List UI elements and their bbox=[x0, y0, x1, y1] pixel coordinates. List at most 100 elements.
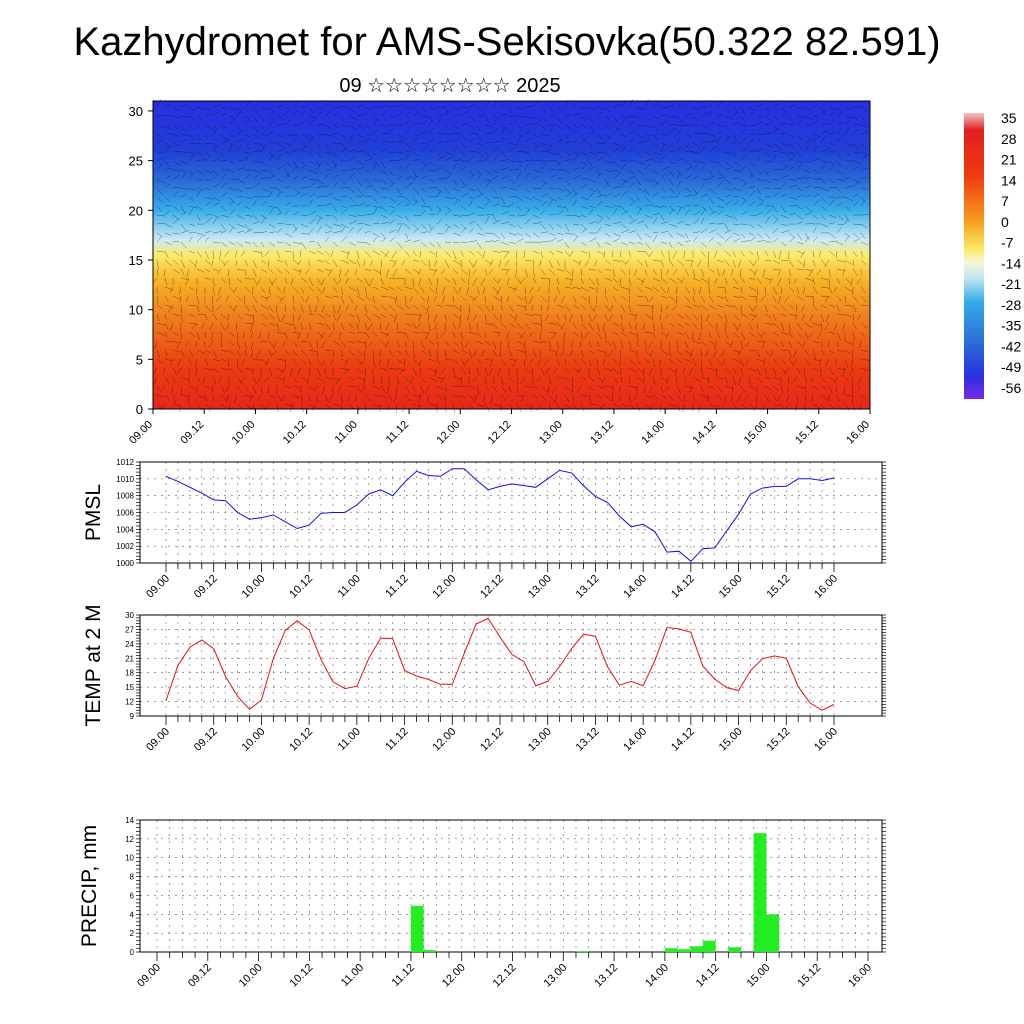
panel-x-tick-label: 11.12 bbox=[390, 962, 417, 989]
panel-y-tick-label: 24 bbox=[125, 640, 134, 649]
precip-bar bbox=[576, 951, 589, 952]
colorbar-label: -35 bbox=[1001, 318, 1021, 334]
precip-bar bbox=[423, 950, 437, 952]
colorbar-label: 0 bbox=[1001, 214, 1009, 230]
panel-y-tick-label: 12 bbox=[125, 698, 134, 707]
panel-grid bbox=[140, 461, 882, 564]
section-x-tick-label: 12.00 bbox=[434, 419, 462, 447]
section-y-tick-label: 25 bbox=[129, 154, 143, 169]
panel-x-tick-label: 13.12 bbox=[592, 962, 620, 990]
precip-bar bbox=[766, 914, 780, 952]
panel-x-tick-label: 10.12 bbox=[288, 962, 316, 990]
panel-y-tick-label: 1012 bbox=[116, 458, 134, 467]
panel-y-tick-label: 2 bbox=[130, 929, 135, 938]
section-x-tick-label: 15.00 bbox=[742, 419, 770, 447]
section-x-tick-label: 09.00 bbox=[127, 419, 155, 447]
panel-x-tick-label: 12.12 bbox=[491, 962, 519, 990]
panel-x-tick-label: 16.00 bbox=[812, 573, 840, 601]
temp-2m-panel: TEMP at 2 M 9 12 15 18 21 24 27 30 09.00 09.12 10.0… bbox=[82, 604, 886, 754]
panel-x-tick-label: 15.12 bbox=[764, 726, 792, 754]
chart-subtitle: 09 ☆☆☆☆☆☆☆☆ 2025 bbox=[339, 75, 560, 97]
section-x-tick-label: 11.12 bbox=[384, 419, 411, 446]
panel-minor-ticks bbox=[136, 461, 886, 564]
panel-x-tick-label: 15.00 bbox=[745, 962, 773, 990]
panel-x-tick-label: 11.00 bbox=[339, 962, 366, 989]
precip-bar bbox=[728, 947, 741, 952]
panel-y-tick-label: 1000 bbox=[116, 559, 134, 568]
colorbar-label: 21 bbox=[1001, 152, 1017, 168]
panel-x-tick-label: 10.12 bbox=[287, 726, 315, 754]
panel-y-tick-label: 8 bbox=[130, 873, 135, 882]
panel-y-tick-label: 30 bbox=[125, 611, 134, 620]
panel-x-tick-label: 11.12 bbox=[383, 726, 410, 753]
section-temperature-field bbox=[153, 101, 870, 409]
panel-minor-ticks bbox=[136, 819, 886, 953]
cross-section-panel: 0 5 10 15 20 25 30 09.00 09.12 10.00 10.12 11.00 11.… bbox=[127, 99, 872, 447]
section-x-tick-label: 14.12 bbox=[691, 419, 719, 447]
panel-x-tick-label: 09.00 bbox=[144, 573, 172, 601]
panel-x-tick-label: 10.00 bbox=[240, 573, 268, 601]
panel-x-tick-label: 14.12 bbox=[669, 726, 697, 754]
precip-bar bbox=[677, 949, 691, 952]
colorbar-label: -49 bbox=[1001, 359, 1021, 375]
panel-x-tick-label: 15.00 bbox=[717, 726, 745, 754]
panel-y-tick-label: 12 bbox=[125, 835, 134, 844]
section-x-tick-label: 13.12 bbox=[588, 419, 616, 447]
pmsl-panel: PMSL 1000 1002 1004 1006 1008 1010 1012 09.00 09.… bbox=[82, 458, 886, 601]
chart-title: Kazhydromet for AMS-Sekisovka(50.322 82.… bbox=[73, 20, 940, 64]
panel-y-tick-label: 15 bbox=[125, 683, 134, 692]
section-x-tick-label: 15.12 bbox=[793, 419, 821, 447]
panel-x-tick-label: 09.00 bbox=[144, 726, 172, 754]
panel-x-tick-label: 13.12 bbox=[574, 726, 602, 754]
series-line bbox=[165, 468, 835, 562]
panel-y-axis-label: PRECIP, mm bbox=[78, 825, 101, 947]
panel-x-ticks bbox=[165, 563, 835, 572]
panel-x-tick-label: 14.00 bbox=[621, 573, 649, 601]
panel-x-tick-label: 09.12 bbox=[186, 962, 214, 990]
panel-y-tick-label: 1008 bbox=[116, 492, 134, 501]
panel-x-tick-label: 09.00 bbox=[135, 962, 163, 990]
colorbar-label: 7 bbox=[1001, 193, 1009, 209]
panel-grid bbox=[140, 614, 882, 717]
panel-x-tick-label: 11.12 bbox=[383, 573, 410, 600]
section-x-tick-label: 10.12 bbox=[281, 419, 309, 447]
panel-x-tick-label: 10.00 bbox=[237, 962, 265, 990]
section-y-tick-label: 5 bbox=[136, 352, 143, 367]
panel-y-tick-label: 27 bbox=[125, 625, 134, 634]
section-x-tick-label: 12.12 bbox=[486, 419, 514, 447]
colorbar-label: 35 bbox=[1001, 110, 1017, 126]
colorbar-label: -7 bbox=[1001, 235, 1014, 251]
section-y-tick-label: 10 bbox=[129, 303, 143, 318]
panel-y-tick-label: 9 bbox=[130, 712, 135, 721]
panel-x-tick-label: 09.12 bbox=[192, 573, 220, 601]
panel-y-tick-label: 4 bbox=[130, 910, 135, 919]
colorbar-label: -28 bbox=[1001, 297, 1021, 313]
panel-x-tick-label: 14.00 bbox=[643, 962, 671, 990]
precip-panel: PRECIP, mm 0 2 4 6 8 10 12 14 09.00 09.12 10.00 10.1… bbox=[78, 816, 886, 990]
colorbar-label: -21 bbox=[1001, 276, 1021, 292]
section-y-tick-label: 30 bbox=[129, 104, 143, 119]
precip-bar bbox=[664, 948, 678, 952]
panel-y-tick-label: 6 bbox=[130, 891, 135, 900]
precip-bar bbox=[702, 940, 716, 952]
section-y-tick-label: 20 bbox=[129, 203, 143, 218]
panel-x-tick-label: 12.00 bbox=[440, 962, 468, 990]
section-x-tick-label: 14.00 bbox=[639, 419, 667, 447]
panel-frame bbox=[139, 819, 883, 953]
precip-bar bbox=[690, 946, 703, 952]
section-x-tick-label: 11.00 bbox=[333, 419, 360, 446]
panel-y-tick-label: 0 bbox=[130, 948, 135, 957]
section-x-tick-label: 16.00 bbox=[844, 419, 872, 447]
panel-x-tick-label: 16.00 bbox=[812, 726, 840, 754]
panel-x-tick-label: 16.00 bbox=[846, 962, 874, 990]
colorbar-label: -14 bbox=[1001, 255, 1021, 271]
colorbar-gradient bbox=[964, 113, 984, 399]
panel-x-tick-label: 12.00 bbox=[430, 573, 458, 601]
panel-y-tick-label: 1010 bbox=[116, 475, 134, 484]
panel-x-tick-label: 14.00 bbox=[621, 726, 649, 754]
panel-y-tick-label: 1004 bbox=[116, 525, 134, 534]
wind-barbs bbox=[152, 99, 870, 413]
panel-y-tick-label: 21 bbox=[125, 654, 134, 663]
colorbar-label: -56 bbox=[1001, 380, 1021, 396]
